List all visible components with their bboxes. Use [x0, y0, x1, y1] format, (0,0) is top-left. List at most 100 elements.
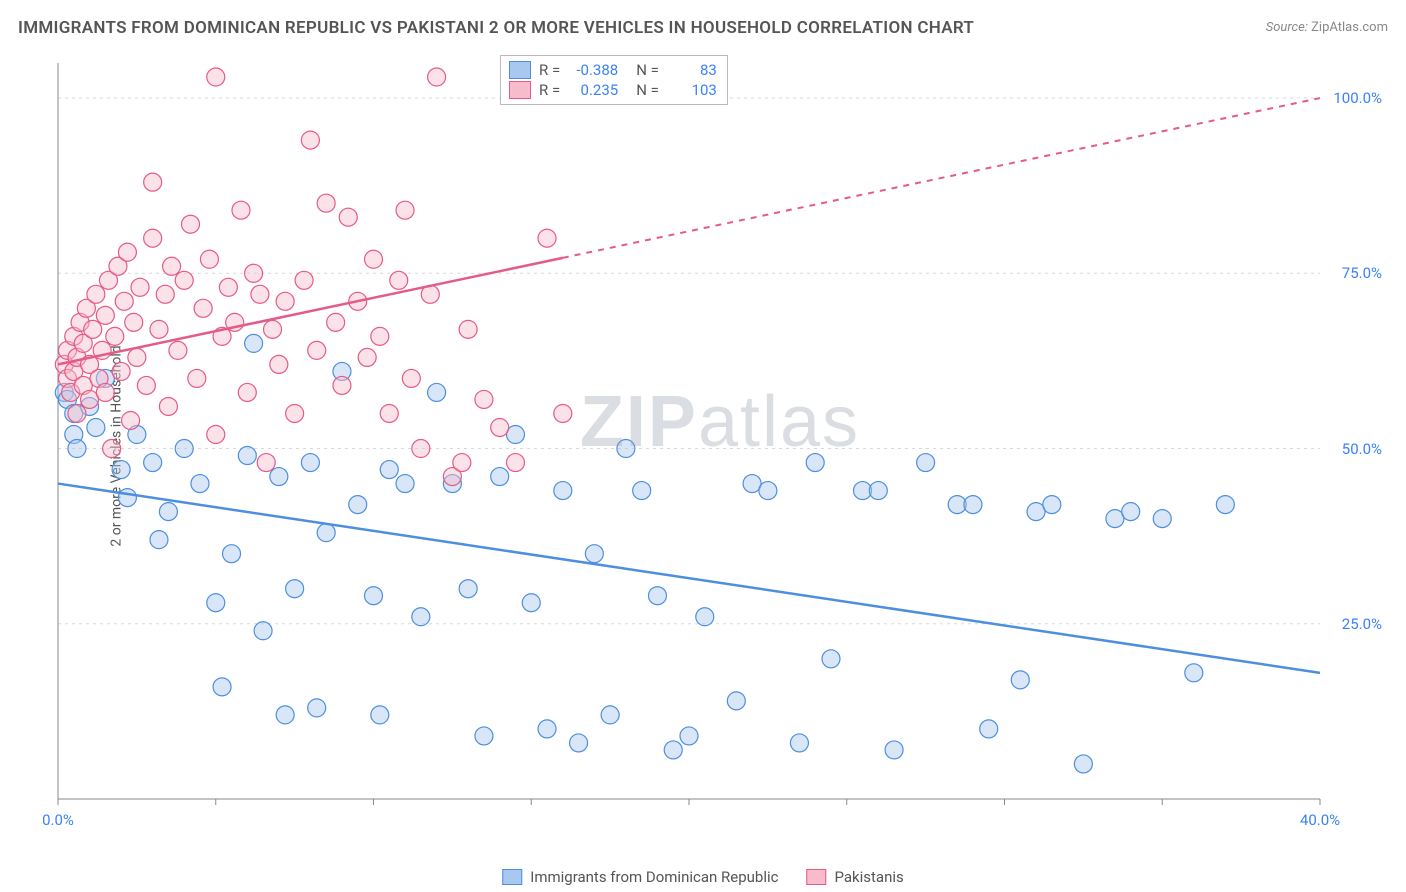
legend-row: R =0.235N =103: [509, 80, 717, 100]
scatter-point: [308, 341, 326, 359]
scatter-point: [396, 475, 414, 493]
scatter-point: [207, 426, 225, 444]
source-citation: Source: ZipAtlas.com: [1266, 20, 1388, 35]
scatter-point: [339, 208, 357, 226]
scatter-point: [245, 264, 263, 282]
scatter-point: [428, 383, 446, 401]
scatter-point: [295, 271, 313, 289]
scatter-point: [349, 496, 367, 514]
scatter-point: [917, 454, 935, 472]
scatter-point: [327, 313, 345, 331]
scatter-point: [115, 292, 133, 310]
scatter-point: [1074, 755, 1092, 773]
scatter-point: [759, 482, 777, 500]
scatter-point: [96, 383, 114, 401]
n-label: N =: [636, 61, 659, 79]
scatter-point: [219, 278, 237, 296]
scatter-point: [270, 355, 288, 373]
scatter-point: [1122, 503, 1140, 521]
scatter-point: [68, 440, 86, 458]
source-label: Source:: [1266, 20, 1308, 35]
scatter-point: [506, 454, 524, 472]
scatter-point: [103, 440, 121, 458]
series-legend: Immigrants from Dominican Republic Pakist…: [502, 868, 904, 886]
legend-swatch: [806, 869, 826, 885]
scatter-point: [251, 285, 269, 303]
legend-swatch: [509, 61, 531, 79]
r-label: R =: [539, 61, 560, 79]
scatter-point: [1185, 664, 1203, 682]
scatter-point: [286, 404, 304, 422]
n-value: 83: [667, 61, 717, 79]
x-tick-label: 40.0%: [1300, 811, 1340, 829]
scatter-point: [128, 348, 146, 366]
scatter-point: [301, 131, 319, 149]
scatter-point: [175, 440, 193, 458]
scatter-point: [1011, 671, 1029, 689]
scatter-point: [238, 447, 256, 465]
scatter-point: [112, 461, 130, 479]
x-tick-label: 0.0%: [42, 811, 74, 829]
correlation-legend: R =-0.388N =83R =0.235N =103: [500, 55, 728, 105]
y-tick-label: 75.0%: [1342, 264, 1382, 282]
scatter-point: [1153, 510, 1171, 528]
scatter-point: [358, 348, 376, 366]
scatter-point: [118, 243, 136, 261]
scatter-point: [538, 229, 556, 247]
scatter-point: [308, 699, 326, 717]
scatter-point: [475, 727, 493, 745]
scatter-point: [137, 376, 155, 394]
scatter-point: [106, 327, 124, 345]
scatter-point: [175, 271, 193, 289]
scatter-point: [453, 454, 471, 472]
scatter-point: [570, 734, 588, 752]
r-value: 0.235: [568, 81, 618, 99]
scatter-point: [112, 362, 130, 380]
scatter-point: [491, 418, 509, 436]
y-tick-label: 50.0%: [1342, 440, 1382, 458]
scatter-point: [118, 489, 136, 507]
scatter-point: [390, 271, 408, 289]
scatter-point: [150, 320, 168, 338]
scatter-point: [402, 369, 420, 387]
scatter-point: [264, 320, 282, 338]
chart-area: ZIPatlas R =-0.388N =83R =0.235N =103 25…: [50, 55, 1390, 835]
scatter-point: [286, 580, 304, 598]
scatter-point: [131, 278, 149, 296]
scatter-plot: [50, 55, 1390, 835]
scatter-point: [317, 194, 335, 212]
n-label: N =: [636, 81, 659, 99]
scatter-point: [333, 376, 351, 394]
scatter-point: [365, 587, 383, 605]
r-label: R =: [539, 81, 560, 99]
scatter-point: [491, 468, 509, 486]
scatter-point: [87, 418, 105, 436]
scatter-point: [84, 320, 102, 338]
scatter-point: [380, 404, 398, 422]
scatter-point: [371, 706, 389, 724]
scatter-point: [1216, 496, 1234, 514]
scatter-point: [412, 440, 430, 458]
scatter-point: [144, 173, 162, 191]
scatter-point: [257, 454, 275, 472]
scatter-point: [188, 369, 206, 387]
legend-label: Pakistanis: [834, 868, 903, 886]
legend-row: R =-0.388N =83: [509, 60, 717, 80]
scatter-point: [276, 292, 294, 310]
scatter-point: [87, 285, 105, 303]
scatter-point: [365, 250, 383, 268]
scatter-point: [156, 285, 174, 303]
scatter-point: [122, 411, 140, 429]
scatter-point: [371, 327, 389, 345]
scatter-point: [696, 608, 714, 626]
scatter-point: [428, 68, 446, 86]
scatter-point: [169, 341, 187, 359]
scatter-point: [633, 482, 651, 500]
scatter-point: [664, 741, 682, 759]
scatter-point: [412, 608, 430, 626]
scatter-point: [869, 482, 887, 500]
scatter-point: [585, 545, 603, 563]
scatter-point: [207, 68, 225, 86]
scatter-point: [232, 201, 250, 219]
legend-item: Immigrants from Dominican Republic: [502, 868, 778, 886]
